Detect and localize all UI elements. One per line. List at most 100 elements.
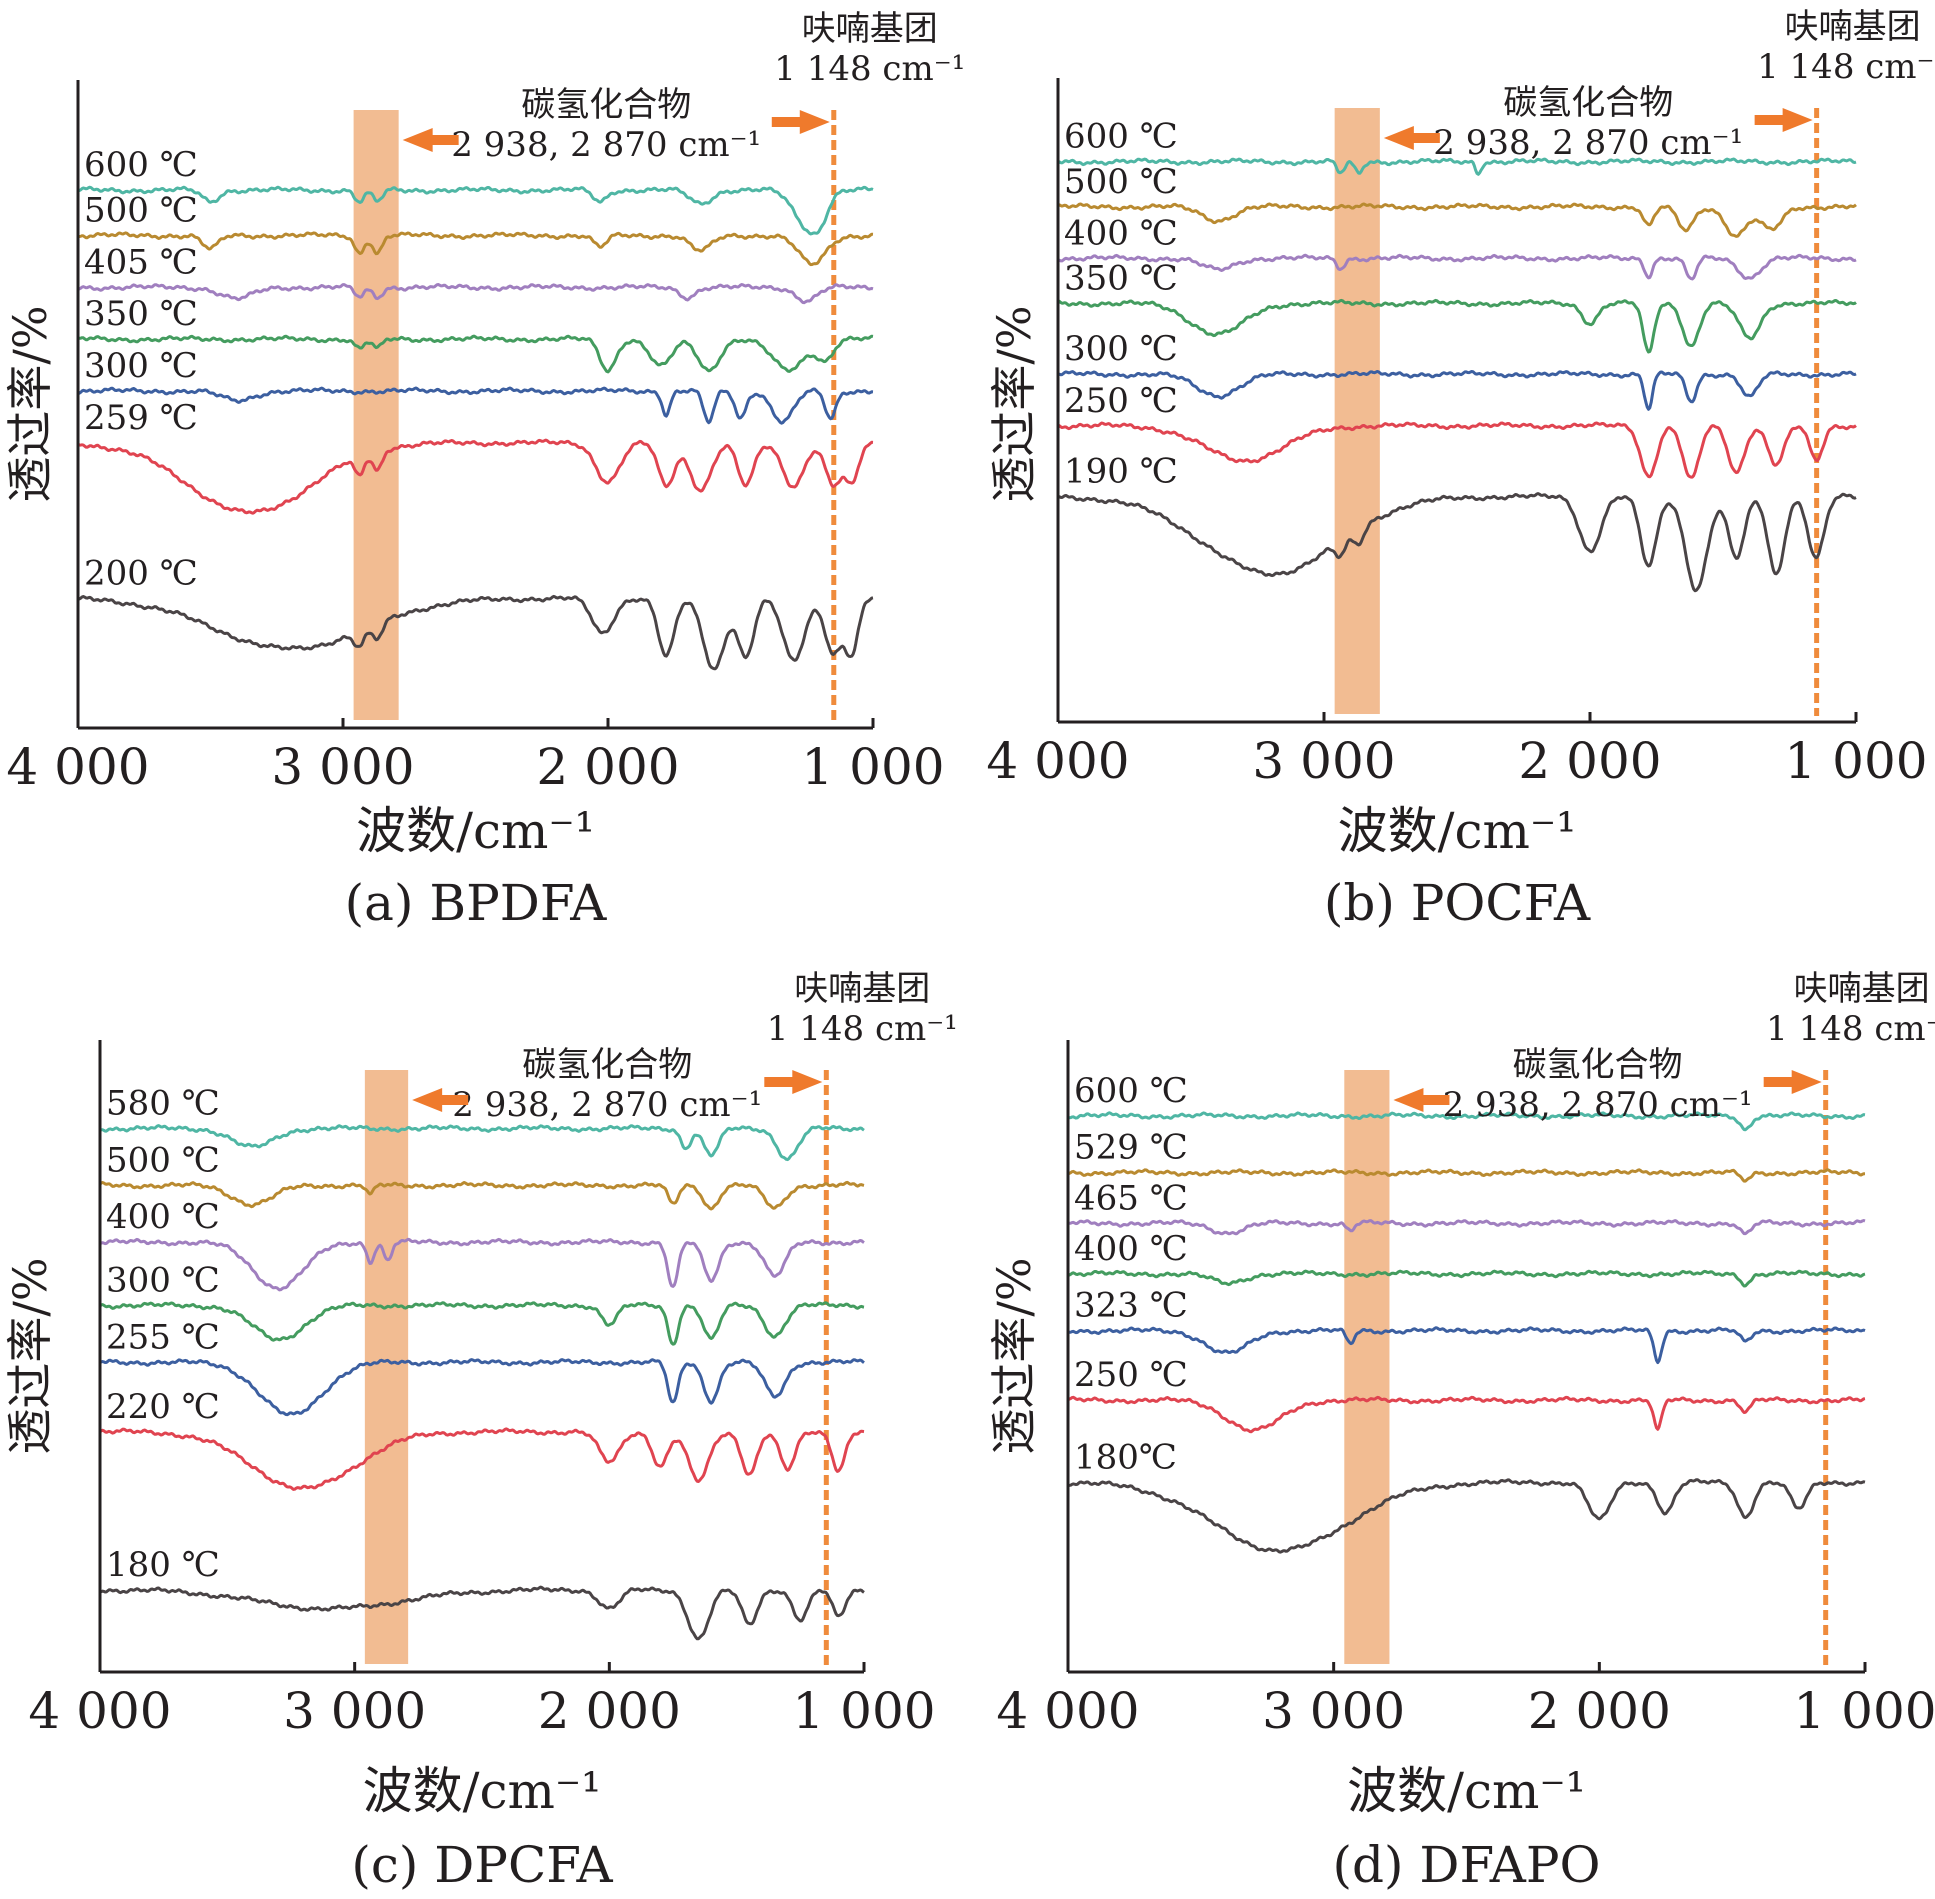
band-annotation-value: 2 938, 2 870 cm⁻¹	[452, 1085, 762, 1125]
panel-b: 600 ℃ 500 ℃ 400 ℃ 350 ℃ 300 ℃ 250 ℃ 190 ℃ 4 000…	[986, 7, 1935, 932]
furan-annotation-value: 1 148 cm⁻¹	[1757, 47, 1935, 87]
series-line	[99, 1124, 865, 1162]
furan-arrow-icon	[771, 110, 830, 134]
series-label: 580 ℃	[106, 1083, 220, 1123]
series-line	[77, 386, 874, 425]
series-line	[77, 594, 874, 671]
furan-annotation-label: 呋喃基团	[802, 9, 938, 49]
panel-c: 580 ℃ 500 ℃ 400 ℃ 300 ℃ 255 ℃ 220 ℃ 180 ℃ 4 000…	[3, 969, 958, 1894]
x-tick-label: 3 000	[1252, 732, 1395, 790]
series-line	[77, 185, 874, 236]
series-line	[99, 1427, 865, 1491]
furan-annotation-value: 1 148 cm⁻¹	[1766, 1009, 1935, 1049]
furan-annotation-label: 呋喃基团	[794, 969, 930, 1009]
series-label: 200 ℃	[84, 553, 198, 593]
x-tick-label: 3 000	[271, 738, 414, 796]
band-annotation-value: 2 938, 2 870 cm⁻¹	[451, 125, 761, 165]
band-annotation-label: 碳氢化合物	[1513, 1045, 1683, 1085]
series-line	[1067, 1219, 1866, 1236]
series-line	[1067, 1326, 1866, 1365]
furan-annotation-value: 1 148 cm⁻¹	[774, 49, 965, 89]
panel-caption: (a) BPDFA	[345, 874, 608, 932]
series-line	[1067, 1395, 1866, 1434]
band-annotation-value: 2 938, 2 870 cm⁻¹	[1443, 1085, 1753, 1125]
series-label: 259 ℃	[84, 398, 198, 438]
series-label: 350 ℃	[1064, 258, 1178, 298]
x-tick-label: 2 000	[1528, 1682, 1671, 1740]
hydrocarbon-band	[1344, 1070, 1390, 1664]
series-label: 180 ℃	[106, 1545, 220, 1585]
series-line	[1067, 1269, 1866, 1288]
panel-caption: (b) POCFA	[1324, 874, 1591, 932]
furan-annotation-label: 呋喃基团	[1794, 969, 1930, 1009]
hydrocarbon-band	[364, 1070, 409, 1664]
x-axis-label: 波数/cm⁻¹	[1347, 1762, 1586, 1820]
x-tick-label: 4 000	[28, 1682, 171, 1740]
series-line	[1057, 157, 1857, 176]
series-label: 350 ℃	[84, 294, 198, 334]
series-label: 405 ℃	[84, 242, 198, 282]
x-tick-label: 4 000	[996, 1682, 1139, 1740]
series-label: 300 ℃	[84, 346, 198, 386]
x-tick-label: 2 000	[536, 738, 679, 796]
band-annotation-label: 碳氢化合物	[1503, 83, 1673, 123]
x-tick-label: 1 000	[801, 738, 944, 796]
series-label: 500 ℃	[1064, 162, 1178, 202]
series-label: 465 ℃	[1074, 1178, 1188, 1218]
series-label: 190 ℃	[1064, 452, 1178, 492]
series-label: 400 ℃	[106, 1197, 220, 1237]
x-tick-label: 1 000	[1784, 732, 1927, 790]
furan-arrow-icon	[1754, 108, 1813, 132]
series-label: 600 ℃	[84, 145, 198, 185]
band-annotation-label: 碳氢化合物	[522, 1045, 692, 1085]
furan-arrow-icon	[1763, 1070, 1822, 1094]
series-label: 180℃	[1074, 1437, 1177, 1477]
panel-a: 600 ℃ 500 ℃ 405 ℃ 350 ℃ 300 ℃ 259 ℃ 200 ℃ 4 000…	[3, 9, 965, 932]
series-label: 600 ℃	[1074, 1071, 1188, 1111]
series-line	[1057, 370, 1857, 411]
series-line	[1057, 492, 1857, 593]
x-axis-label: 波数/cm⁻¹	[1338, 802, 1577, 860]
series-line	[1057, 253, 1857, 281]
series-label: 500 ℃	[84, 191, 198, 231]
band-annotation-value: 2 938, 2 870 cm⁻¹	[1433, 123, 1743, 163]
series-line	[77, 283, 874, 305]
x-tick-label: 4 000	[6, 738, 149, 796]
series-label: 250 ℃	[1064, 381, 1178, 421]
x-tick-label: 4 000	[986, 732, 1129, 790]
panel-caption: (c) DPCFA	[351, 1836, 613, 1894]
band-arrow-icon	[412, 1088, 469, 1112]
y-axis-label: 透过率/%	[3, 1257, 57, 1454]
series-line	[99, 1358, 865, 1417]
series-label: 300 ℃	[106, 1260, 220, 1300]
series-label: 529 ℃	[1074, 1128, 1188, 1168]
series-line	[1057, 298, 1857, 354]
band-arrow-icon	[1393, 1088, 1450, 1112]
x-axis-label: 波数/cm⁻¹	[363, 1762, 602, 1820]
x-tick-label: 2 000	[538, 1682, 681, 1740]
x-tick-label: 3 000	[1262, 1682, 1405, 1740]
furan-arrow-icon	[764, 1070, 823, 1094]
series-line	[77, 231, 874, 267]
series-line	[77, 334, 874, 374]
band-arrow-icon	[402, 128, 459, 152]
series-label: 300 ℃	[1064, 329, 1178, 369]
x-tick-label: 2 000	[1518, 732, 1661, 790]
series-line	[99, 1585, 865, 1641]
furan-annotation-label: 呋喃基团	[1785, 7, 1921, 47]
series-line	[1057, 421, 1857, 479]
series-label: 600 ℃	[1064, 117, 1178, 157]
series-label: 250 ℃	[1074, 1355, 1188, 1395]
y-axis-label: 透过率/%	[987, 305, 1041, 502]
series-line	[99, 1237, 865, 1292]
series-line	[1067, 1168, 1866, 1183]
series-line	[99, 1180, 865, 1211]
panel-caption: (d) DFAPO	[1332, 1836, 1600, 1894]
x-tick-label: 1 000	[792, 1682, 935, 1740]
series-line	[99, 1301, 865, 1346]
x-axis-label: 波数/cm⁻¹	[356, 802, 595, 860]
x-tick-label: 3 000	[283, 1682, 426, 1740]
series-label: 400 ℃	[1074, 1229, 1188, 1269]
series-line	[1067, 1111, 1866, 1132]
series-label: 500 ℃	[106, 1140, 220, 1180]
